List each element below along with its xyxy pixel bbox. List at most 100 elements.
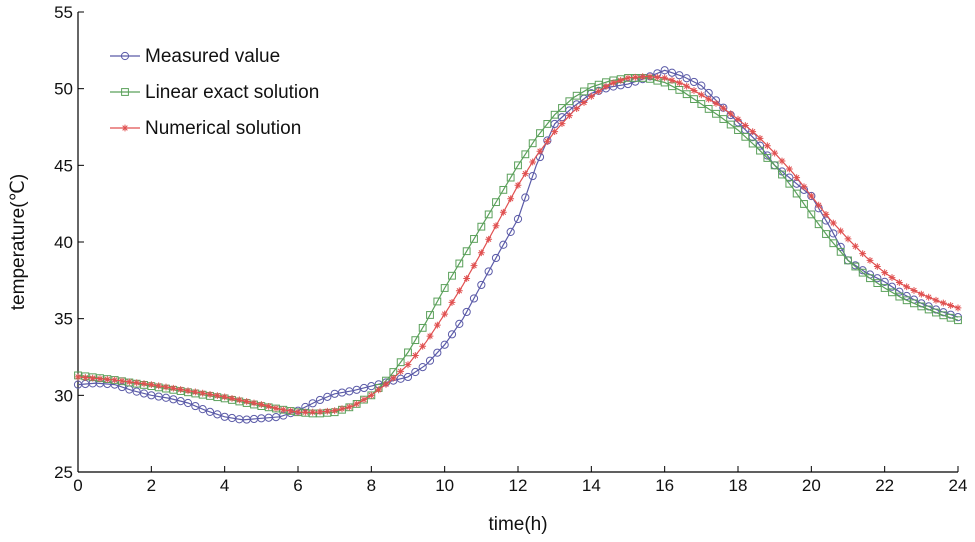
data-point — [403, 372, 413, 382]
data-point — [499, 208, 507, 216]
data-point — [690, 87, 698, 94]
data-point — [689, 77, 699, 87]
data-point — [447, 330, 457, 339]
data-point — [81, 374, 89, 381]
data-point — [367, 391, 375, 399]
data-point — [565, 112, 573, 120]
data-point — [118, 377, 126, 385]
data-point — [455, 259, 464, 268]
data-point — [888, 288, 896, 297]
data-point — [528, 139, 537, 148]
data-point — [675, 79, 683, 87]
data-point — [939, 311, 948, 320]
data-point — [514, 181, 522, 189]
data-point — [946, 313, 955, 322]
data-point — [198, 405, 207, 414]
data-point — [551, 128, 559, 135]
data-point — [844, 256, 852, 265]
data-point — [792, 189, 801, 198]
data-point — [272, 404, 280, 412]
data-point — [521, 193, 530, 202]
data-point — [851, 262, 860, 271]
data-point — [308, 399, 317, 408]
data-point — [822, 211, 830, 218]
data-point — [558, 104, 566, 112]
data-point — [719, 104, 727, 112]
data-point — [704, 105, 713, 113]
data-point — [873, 279, 882, 287]
data-point — [719, 115, 728, 123]
x-tick-label: 10 — [435, 476, 454, 495]
x-tick-label: 20 — [802, 476, 821, 495]
data-point — [859, 250, 867, 258]
data-point — [727, 110, 735, 118]
series-numerical-solution — [74, 73, 962, 416]
data-point — [653, 73, 661, 81]
data-point — [140, 380, 148, 388]
data-point — [881, 269, 889, 277]
data-point — [353, 400, 361, 408]
data-point — [697, 100, 706, 108]
data-point — [352, 385, 361, 394]
data-point — [925, 293, 933, 301]
data-point — [895, 279, 903, 286]
data-point — [785, 165, 793, 173]
data-point — [448, 271, 456, 280]
data-point — [426, 332, 434, 340]
data-point — [309, 408, 317, 416]
data-point — [587, 83, 596, 92]
data-point — [375, 386, 383, 394]
x-tick-label: 2 — [147, 476, 156, 495]
data-point — [506, 227, 515, 236]
data-point — [763, 142, 771, 150]
legend-item-numerical-solution: Numerical solution — [110, 118, 301, 139]
y-tick-label: 25 — [54, 463, 73, 482]
data-point — [506, 173, 515, 182]
data-point — [690, 95, 698, 103]
data-point — [815, 201, 823, 209]
data-point — [139, 389, 149, 398]
data-point — [807, 192, 815, 200]
data-point — [880, 284, 889, 292]
data-point — [499, 185, 508, 194]
data-point — [133, 379, 141, 387]
data-point — [529, 158, 537, 166]
data-point — [199, 389, 207, 397]
data-point — [785, 179, 794, 188]
x-axis-ticks: 0 2 4 6 8 10 12 14 16 18 20 22 24 — [73, 466, 967, 495]
data-point — [243, 398, 251, 405]
x-tick-label: 0 — [73, 476, 82, 495]
data-point — [712, 109, 720, 118]
data-point — [470, 262, 478, 270]
data-point — [132, 387, 141, 396]
data-point — [741, 132, 750, 141]
data-point — [418, 323, 427, 332]
data-point — [397, 368, 405, 375]
data-point — [514, 161, 522, 170]
data-point — [660, 66, 669, 75]
data-point — [932, 296, 940, 304]
data-point — [580, 87, 588, 96]
y-tick-label: 40 — [54, 233, 73, 252]
y-tick-label: 30 — [54, 386, 73, 405]
data-point — [756, 134, 764, 142]
data-point — [462, 307, 471, 317]
data-point — [793, 174, 801, 181]
data-point — [682, 74, 691, 83]
data-point — [910, 299, 918, 308]
data-point — [89, 374, 97, 382]
data-point — [455, 319, 464, 328]
data-point — [507, 195, 515, 203]
data-point — [331, 407, 339, 415]
data-point — [103, 375, 111, 383]
data-point — [338, 405, 346, 413]
data-point — [756, 146, 764, 155]
data-point — [177, 386, 185, 393]
data-point — [418, 363, 427, 372]
data-point — [440, 284, 449, 292]
data-point — [287, 407, 295, 415]
data-point — [183, 398, 193, 408]
data-point — [807, 191, 816, 201]
data-point — [932, 308, 940, 317]
data-point — [661, 74, 669, 82]
